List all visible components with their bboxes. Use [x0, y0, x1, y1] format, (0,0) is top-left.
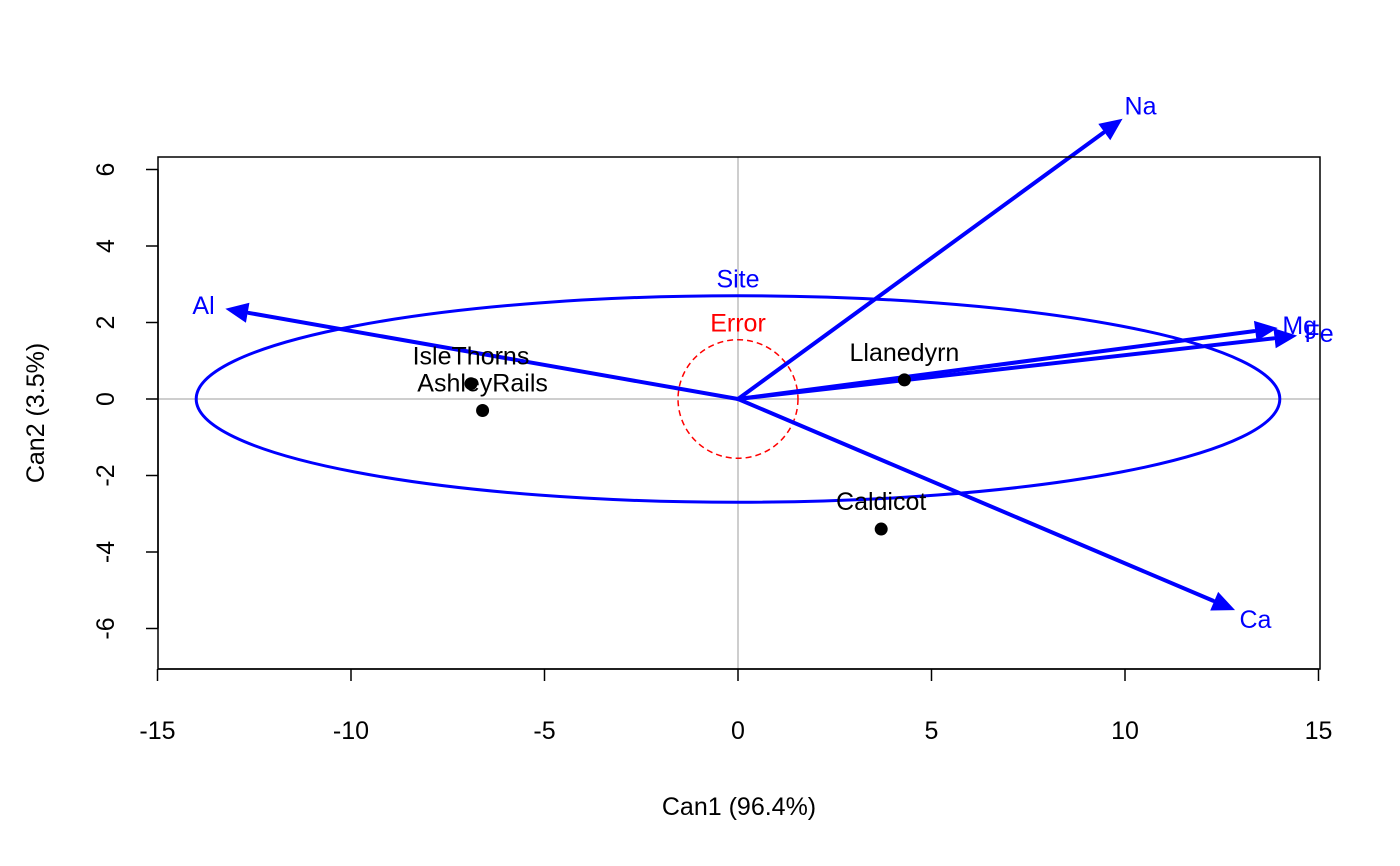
vector-ca-arrowhead [1210, 591, 1236, 611]
point-label-llanedyrn: Llanedyrn [850, 339, 960, 367]
point-label-islethorns: IsleThorns [413, 343, 530, 371]
point-caldicot [874, 522, 888, 536]
y-tick-label: 0 [92, 392, 120, 406]
x-tick-label: 15 [1305, 717, 1333, 745]
point-ashleyrails [476, 403, 490, 417]
error-ellipse-label: Error [710, 310, 766, 338]
vector-label-al: Al [192, 292, 214, 320]
x-tick-label: -15 [139, 717, 175, 745]
y-axis-title: Can2 (3.5%) [22, 343, 50, 483]
point-islethorns [464, 377, 478, 391]
vector-na [736, 130, 1106, 401]
vector-ca [736, 397, 1216, 603]
y-tick-label: 4 [92, 239, 120, 253]
y-tick-label: -4 [92, 541, 120, 563]
y-tick-label: -2 [92, 464, 120, 486]
x-tick-label: -10 [333, 717, 369, 745]
site-ellipse [194, 294, 1282, 504]
vector-mg-arrowhead [1253, 320, 1278, 341]
vector-fe [736, 336, 1276, 401]
site-ellipse-label: Site [716, 266, 759, 294]
error-ellipse [677, 338, 799, 460]
vector-al [246, 310, 740, 401]
x-tick-label: 5 [925, 717, 939, 745]
x-tick-label: 0 [731, 717, 745, 745]
point-llanedyrn [897, 373, 911, 387]
plot-area-border [157, 156, 1321, 670]
vector-label-ca: Ca [1239, 606, 1271, 634]
y-tick-label: 2 [92, 316, 120, 330]
x-axis-title: Can1 (96.4%) [662, 793, 816, 821]
y-tick-label: -6 [92, 617, 120, 639]
vector-fe-arrowhead [1273, 328, 1298, 349]
vector-label-fe: Fe [1305, 320, 1334, 348]
x-tick-label: 10 [1111, 717, 1139, 745]
y-tick-label: 6 [92, 163, 120, 177]
point-label-ashleyrails: AshleyRails [417, 369, 548, 397]
x-tick-label: -5 [533, 717, 555, 745]
vector-label-na: Na [1125, 93, 1157, 121]
point-label-caldicot: Caldicot [836, 488, 926, 516]
vector-al-arrowhead [225, 302, 250, 323]
vector-na-arrowhead [1098, 118, 1123, 141]
